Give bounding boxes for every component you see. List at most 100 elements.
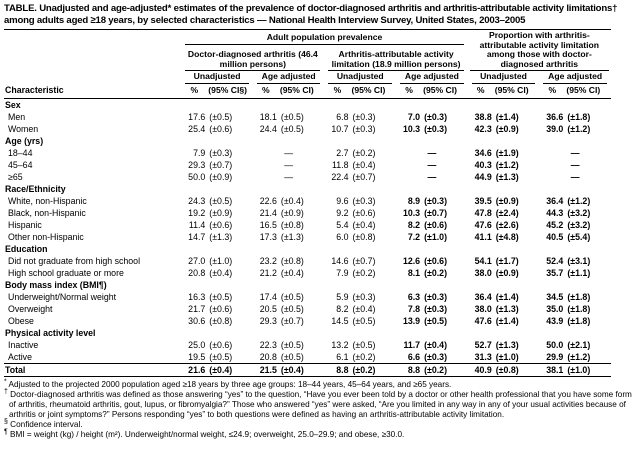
col-header-percent: % [181,83,208,99]
percent-value: 18.1 [259,111,277,122]
ci-value: (±0.4) [207,362,253,377]
ci-value: (±0.9) [495,123,519,134]
ci-value: (±1.2) [567,195,591,206]
percent-value: 44.9 [474,171,492,182]
col-header-ci: (95% CI) [278,83,325,99]
percent-value: 36.4 [474,291,492,302]
row-label: Inactive [8,339,39,350]
ci-value: (±0.3) [424,291,447,302]
ci-value: (±0.4) [352,159,376,170]
col-group-adult-population-label: Adult population prevalence [185,33,464,46]
percent-value: 50.0 [546,339,564,350]
ci-value: (±2.6) [495,219,519,230]
no-data-dash: — [570,159,580,170]
ci-value: (±0.3) [424,111,447,122]
ci-value: (±0.3) [352,195,376,206]
section-label: Race/Ethnicity [5,183,66,194]
table-title: TABLE. Unadjusted and age-adjusted* esti… [4,3,618,26]
mmwr-table-page: TABLE. Unadjusted and age-adjusted* esti… [4,3,632,439]
ci-value: (±0.4) [352,303,376,314]
ci-value: (±1.7) [495,255,519,266]
percent-value: 21.6 [181,362,208,377]
ci-value: (±1.0) [495,351,519,362]
col-header-age-adjusted-doctor: Age adjusted [253,71,325,84]
ci-value: (±1.4) [495,291,519,302]
row-label: 18–44 [8,147,33,158]
ci-value: (±0.5) [209,291,233,302]
ci-value: (±0.4) [280,195,304,206]
percent-value: 8.1 [407,267,421,278]
percent-value: 20.8 [259,351,277,362]
ci-value: (±0.5) [280,291,304,302]
ci-value: (±0.3) [352,291,376,302]
ci-value: (±3.2) [567,207,591,218]
percent-value: 13.2 [331,339,349,350]
percent-value: 9.2 [336,207,349,218]
percent-value: 16.5 [259,219,277,230]
row-label: Overweight [8,303,53,314]
ci-value: (±1.9) [495,147,519,158]
percent-value: 10.3 [402,123,421,134]
col-header-percent: % [539,83,566,99]
ci-value: (±0.2) [352,351,376,362]
percent-value: 47.8 [474,207,492,218]
percent-value: 16.3 [188,291,206,302]
row-label: Hispanic [8,219,42,230]
percent-value: 54.1 [474,255,492,266]
col-header-unadjusted-limitation: Unadjusted [324,71,396,84]
percent-value: 11.4 [188,219,206,230]
percent-value: 22.6 [259,195,277,206]
no-data-dash: — [427,171,437,182]
ci-value: (±0.2) [422,362,468,377]
no-data-dash: — [427,147,437,158]
ci-value: (±0.9) [495,195,519,206]
col-header-age-adjusted-proportion: Age adjusted [539,71,611,84]
ci-value: (±0.5) [280,111,304,122]
no-data-dash: — [284,147,294,158]
section-header-row: Sex [4,98,611,111]
table-row: Hispanic 11.4 (±0.6) 16.5 (±0.8) 5.4 (±0.4) 8.2… [4,219,611,231]
percent-value: 34.6 [474,147,492,158]
row-label: Women [8,123,39,134]
ci-value: (±0.4) [278,362,325,377]
percent-value: 29.9 [546,351,564,362]
percent-value: 21.7 [188,303,206,314]
ci-value: (±0.7) [280,315,304,326]
percent-value: 7.9 [336,267,349,278]
row-label: Black, non-Hispanic [8,207,86,218]
percent-value: 8.9 [407,195,421,206]
ci-value: (±3.2) [567,219,591,230]
percent-value: 25.4 [188,123,206,134]
col-header-ci: (95% CI) [350,83,397,99]
percent-value: 20.5 [259,303,277,314]
percent-value: 47.6 [474,219,492,230]
footnote-marker: § [4,417,8,425]
ci-value: (±0.5) [352,339,376,350]
ci-value: (±0.4) [424,339,447,350]
row-label: Men [8,111,26,122]
percent-value: 2.7 [336,147,349,158]
percent-value: 31.3 [474,351,492,362]
col-header-unadjusted-doctor: Unadjusted [181,71,253,84]
col-group-doctor-diagnosed: Doctor-diagnosed arthritis (46.4 million… [181,45,324,72]
ci-value: (±1.1) [567,267,591,278]
section-label: Physical activity level [5,327,96,338]
ci-value: (±0.6) [209,123,233,134]
percent-value: 12.6 [402,255,421,266]
col-header-percent: % [252,83,279,99]
row-label: Active [8,351,32,362]
percent-value: 50.0 [188,171,206,182]
percent-value: 13.9 [402,315,421,326]
section-header-row: Education [4,243,611,255]
table-row: Other non-Hispanic 14.7 (±1.3) 17.3 (±1.3) 6.… [4,231,611,243]
no-data-dash: — [427,159,437,170]
percent-value: 36.4 [546,195,564,206]
percent-value: 19.5 [188,351,206,362]
ci-value: (±0.5) [280,303,304,314]
ci-value: (±0.3) [424,303,447,314]
section-header-row: Race/Ethnicity [4,183,611,195]
ci-value: (±0.4) [280,267,304,278]
percent-value: 47.6 [474,315,492,326]
footnote-marker: † [4,387,8,395]
percent-value: 39.0 [546,123,564,134]
